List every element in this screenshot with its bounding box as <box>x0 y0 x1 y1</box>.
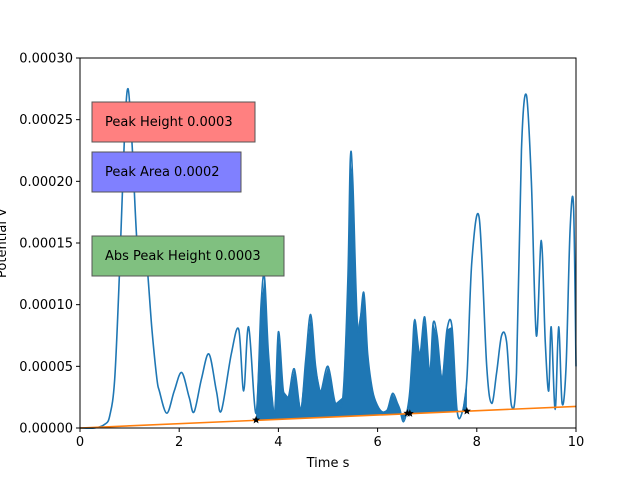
x-tick-label: 0 <box>76 435 84 450</box>
signal-line <box>79 88 577 430</box>
y-tick-label: 0.00010 <box>19 298 73 313</box>
x-tick-label: 8 <box>473 435 481 450</box>
x-tick-label: 4 <box>274 435 282 450</box>
x-axis-ticks: 0 2 4 6 8 10 <box>76 428 584 450</box>
plot-area <box>79 88 577 430</box>
y-tick-label: 0.00025 <box>19 113 73 128</box>
x-axis-label: Time s <box>306 456 350 471</box>
peak-marker-3 <box>462 406 471 415</box>
x-tick-label: 6 <box>373 435 381 450</box>
filled-region-1 <box>408 317 467 414</box>
peak-area-label: Peak Area 0.0002 <box>105 165 220 180</box>
x-tick-label: 2 <box>175 435 183 450</box>
y-axis-ticks: 0.00000 0.00005 0.00010 0.00015 0.00020 0.000… <box>19 52 80 437</box>
peak-height-box <box>91 101 256 143</box>
y-axis-label: Potential V <box>0 208 10 278</box>
y-tick-label: 0.00020 <box>19 175 73 190</box>
peak-area-box <box>91 151 242 193</box>
baseline-line <box>79 405 577 429</box>
x-tick-label: 10 <box>568 435 585 450</box>
peak-markers <box>252 406 471 424</box>
abs-peak-height-label: Abs Peak Height 0.0003 <box>105 249 261 264</box>
peak-height-label: Peak Height 0.0003 <box>105 115 233 130</box>
y-tick-label: 0.00005 <box>19 360 73 375</box>
peak-marker-0 <box>252 415 261 424</box>
abs-peak-height-box <box>91 235 285 277</box>
annotation-boxes: Peak Height 0.0003 Peak Area 0.0002 Abs … <box>91 101 285 277</box>
y-tick-label: 0.00000 <box>19 422 73 437</box>
series-lines <box>79 88 577 430</box>
peak-marker-2 <box>405 409 414 417</box>
y-tick-label: 0.00030 <box>19 52 73 67</box>
y-tick-label: 0.00015 <box>19 237 73 252</box>
